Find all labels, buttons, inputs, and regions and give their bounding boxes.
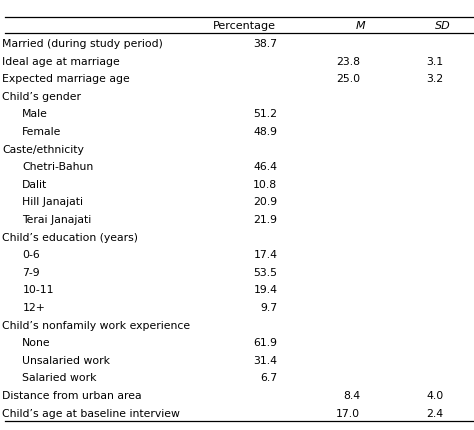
Text: 4.0: 4.0 — [426, 390, 443, 400]
Text: 23.8: 23.8 — [336, 56, 360, 67]
Text: Male: Male — [22, 109, 48, 119]
Text: Distance from urban area: Distance from urban area — [2, 390, 142, 400]
Text: 10-11: 10-11 — [22, 285, 54, 295]
Text: Expected marriage age: Expected marriage age — [2, 74, 130, 84]
Text: 7-9: 7-9 — [22, 267, 40, 277]
Text: Unsalaried work: Unsalaried work — [22, 355, 110, 365]
Text: Caste/ethnicity: Caste/ethnicity — [2, 144, 84, 154]
Text: 21.9: 21.9 — [253, 215, 277, 224]
Text: 46.4: 46.4 — [253, 162, 277, 172]
Text: 10.8: 10.8 — [253, 179, 277, 189]
Text: 19.4: 19.4 — [253, 285, 277, 295]
Text: 20.9: 20.9 — [253, 197, 277, 207]
Text: 0-6: 0-6 — [22, 250, 40, 260]
Text: Chetri-Bahun: Chetri-Bahun — [22, 162, 94, 172]
Text: Hill Janajati: Hill Janajati — [22, 197, 83, 207]
Text: Percentage: Percentage — [213, 21, 275, 31]
Text: Child’s age at baseline interview: Child’s age at baseline interview — [2, 408, 180, 418]
Text: None: None — [22, 338, 51, 347]
Text: 31.4: 31.4 — [253, 355, 277, 365]
Text: 61.9: 61.9 — [253, 338, 277, 347]
Text: 12+: 12+ — [22, 302, 45, 312]
Text: 51.2: 51.2 — [253, 109, 277, 119]
Text: Married (during study period): Married (during study period) — [2, 39, 163, 49]
Text: 3.2: 3.2 — [426, 74, 443, 84]
Text: 25.0: 25.0 — [336, 74, 360, 84]
Text: 6.7: 6.7 — [260, 372, 277, 383]
Text: 3.1: 3.1 — [426, 56, 443, 67]
Text: 53.5: 53.5 — [253, 267, 277, 277]
Text: M: M — [356, 21, 365, 31]
Text: SD: SD — [435, 21, 451, 31]
Text: 48.9: 48.9 — [253, 127, 277, 137]
Text: 9.7: 9.7 — [260, 302, 277, 312]
Text: 17.0: 17.0 — [336, 408, 360, 418]
Text: Terai Janajati: Terai Janajati — [22, 215, 91, 224]
Text: Child’s education (years): Child’s education (years) — [2, 232, 138, 242]
Text: Child’s gender: Child’s gender — [2, 92, 82, 101]
Text: Ideal age at marriage: Ideal age at marriage — [2, 56, 120, 67]
Text: 17.4: 17.4 — [253, 250, 277, 260]
Text: 38.7: 38.7 — [253, 39, 277, 49]
Text: Salaried work: Salaried work — [22, 372, 97, 383]
Text: Dalit: Dalit — [22, 179, 47, 189]
Text: Female: Female — [22, 127, 62, 137]
Text: Child’s nonfamily work experience: Child’s nonfamily work experience — [2, 320, 191, 330]
Text: 2.4: 2.4 — [426, 408, 443, 418]
Text: 8.4: 8.4 — [343, 390, 360, 400]
